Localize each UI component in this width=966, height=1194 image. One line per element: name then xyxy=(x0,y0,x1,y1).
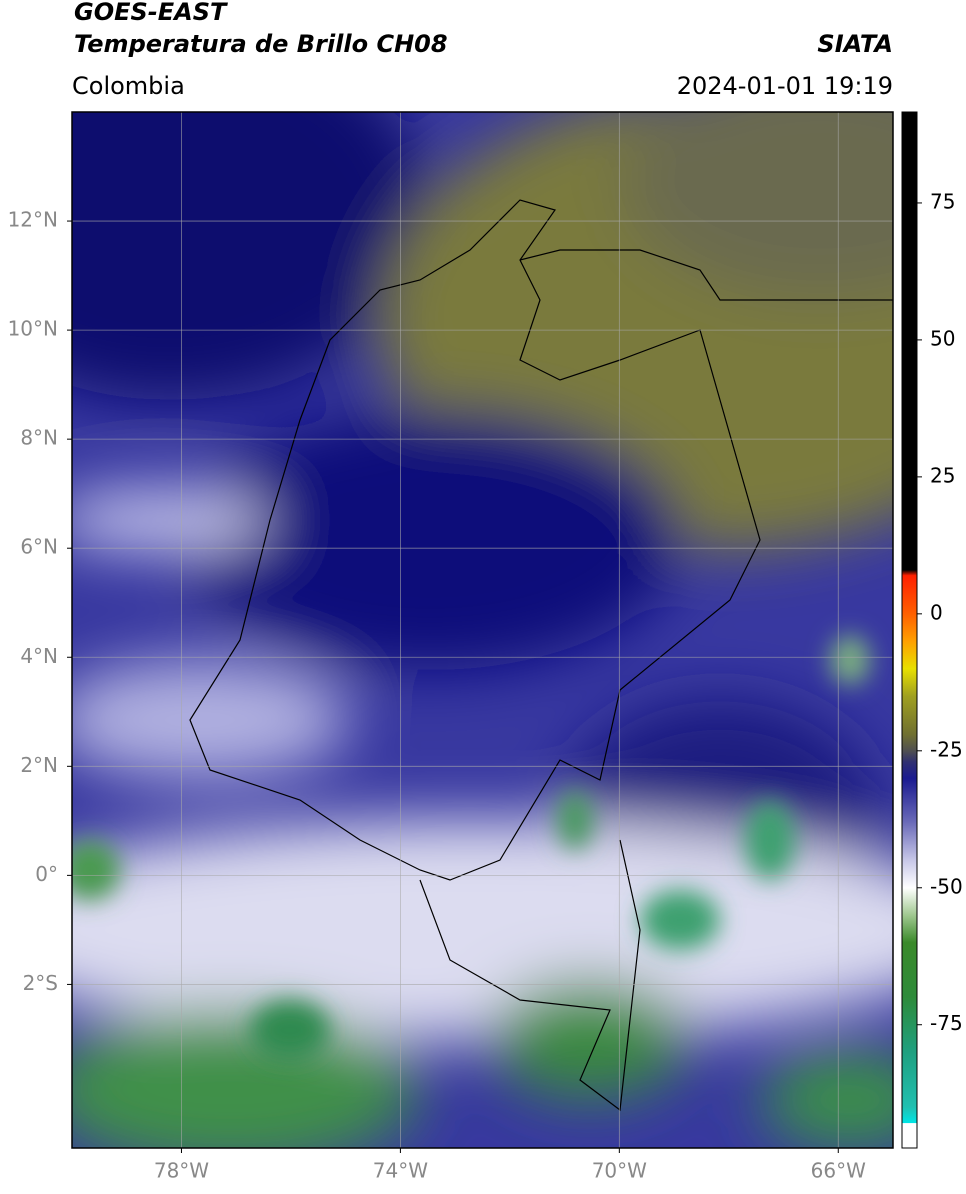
colorbar-tick-label: 50 xyxy=(930,326,955,350)
timestamp: 2024-01-01 19:19 xyxy=(677,72,893,100)
lon-tick-label: 74°W xyxy=(373,1159,428,1183)
colorbar-tick-label: 25 xyxy=(930,463,955,487)
colorbar xyxy=(901,111,918,1149)
lon-tick-label: 66°W xyxy=(811,1159,866,1183)
region: Colombia xyxy=(72,72,185,100)
lat-tick-label: 2°S xyxy=(23,971,58,995)
source: SIATA xyxy=(817,30,893,58)
colorbar-tick-label: -25 xyxy=(930,737,963,761)
subtitle: Temperatura de Brillo CH08 xyxy=(74,30,448,58)
lat-tick-label: 0° xyxy=(35,862,58,886)
colorbar-tick-label: -75 xyxy=(930,1011,963,1035)
colorbar-tick-label: 75 xyxy=(930,189,955,213)
lat-tick-label: 4°N xyxy=(20,644,58,668)
map-frame xyxy=(71,111,894,1149)
lat-tick-label: 8°N xyxy=(20,426,58,450)
lon-tick-label: 78°W xyxy=(154,1159,209,1183)
lat-tick-label: 6°N xyxy=(20,535,58,559)
satellite-image xyxy=(72,112,893,1148)
title: GOES-EAST xyxy=(74,0,228,26)
lat-tick-label: 2°N xyxy=(20,753,58,777)
lon-tick-label: 70°W xyxy=(592,1159,647,1183)
lat-tick-label: 12°N xyxy=(8,208,58,232)
lat-tick-label: 10°N xyxy=(8,317,58,341)
colorbar-tick-label: 0 xyxy=(930,600,943,624)
colorbar-tick-label: -50 xyxy=(930,874,963,898)
